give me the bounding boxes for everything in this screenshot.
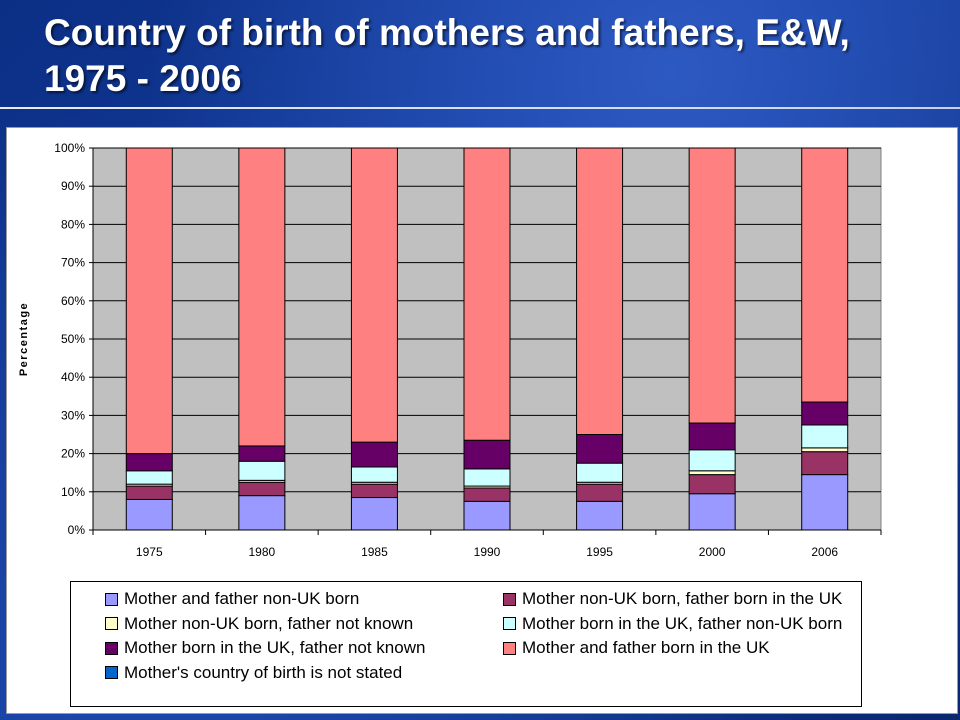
bar-segment-2006-series-2 — [801, 451, 849, 476]
bar-segment-2006-series-3 — [801, 447, 849, 453]
y-tick-label: 90% — [61, 179, 85, 193]
bar-segment-1990-series-1 — [463, 500, 511, 531]
legend-label: Mother non-UK born, father not known — [124, 613, 414, 633]
x-tick-label: 1980 — [249, 545, 276, 559]
x-tick-label: 1975 — [136, 545, 163, 559]
legend-swatch — [503, 617, 516, 630]
y-tick-label: 0% — [68, 523, 86, 537]
bar-segment-1980-series-6 — [238, 147, 286, 447]
bar-segment-1995-series-4 — [576, 462, 624, 483]
bar-segment-1990-series-4 — [463, 468, 511, 487]
bar-segment-1990-series-6 — [463, 147, 511, 441]
slide-title: Country of birth of mothers and fathers,… — [44, 12, 850, 99]
bar-segment-1985-series-2 — [350, 483, 398, 499]
y-tick-label: 50% — [61, 332, 85, 346]
bar-segment-2006-series-4 — [801, 424, 849, 449]
bar-segment-1995-series-6 — [576, 147, 624, 435]
bar-segment-2006-series-1 — [801, 474, 849, 531]
y-tick-label: 40% — [61, 370, 85, 384]
bar-segment-1995-series-2 — [576, 483, 624, 502]
x-tick-label: 2000 — [699, 545, 726, 559]
bar-segment-1975-series-6 — [125, 147, 173, 455]
y-tick-label: 60% — [61, 294, 85, 308]
title-divider — [0, 107, 960, 109]
legend-label: Mother's country of birth is not stated — [124, 662, 403, 682]
bar-segment-1975-series-4 — [125, 470, 173, 485]
legend-label: Mother born in the UK, father not known — [124, 638, 426, 657]
legend-label: Mother and father non-UK born — [124, 589, 360, 608]
legend-item-2: Mother non-UK born, father born in the U… — [503, 588, 842, 610]
bar-segment-1985-series-1 — [350, 497, 398, 531]
y-tick-label: 100% — [54, 141, 85, 155]
y-axis-label: Percentage — [18, 302, 30, 376]
legend-item-7: Mother's country of birth is not stated — [105, 662, 402, 684]
chart-legend: Mother and father non-UK born Mother non-… — [70, 581, 862, 707]
y-tick-label: 80% — [61, 217, 85, 231]
legend-swatch — [503, 592, 516, 606]
bar-segment-2000-series-6 — [688, 147, 736, 424]
bar-segment-1975-series-1 — [125, 498, 173, 531]
legend-swatch — [105, 592, 118, 606]
bar-segment-1995-series-1 — [576, 500, 624, 531]
x-tick-label: 2006 — [811, 545, 838, 559]
bar-segment-2000-series-1 — [688, 493, 736, 531]
bar-segment-1990-series-5 — [463, 439, 511, 470]
y-tick-label: 10% — [61, 485, 85, 499]
bar-segment-1980-series-4 — [238, 460, 286, 481]
legend-item-5: Mother born in the UK, father not known — [105, 637, 425, 659]
bar-segment-2000-series-3 — [688, 470, 736, 476]
bar-segment-2000-series-5 — [688, 422, 736, 451]
bar-segment-1975-series-2 — [125, 485, 173, 500]
x-tick-label: 1995 — [586, 545, 613, 559]
bar-segment-2000-series-2 — [688, 474, 736, 495]
legend-item-3: Mother non-UK born, father not known — [105, 613, 413, 635]
bar-segment-1985-series-5 — [350, 441, 398, 468]
y-tick-label: 70% — [61, 256, 85, 270]
bar-segment-1985-series-6 — [350, 147, 398, 443]
x-tick-label: 1990 — [474, 545, 501, 559]
legend-swatch — [503, 641, 516, 655]
legend-swatch — [105, 617, 118, 630]
legend-label: Mother non-UK born, father born in the U… — [522, 589, 843, 608]
bar-segment-2006-series-6 — [801, 147, 849, 403]
bar-segment-1995-series-5 — [576, 434, 624, 464]
y-tick-label: 20% — [61, 447, 85, 461]
stacked-bar-chart: 0% 10% 20% 30% 40% 50% 60% 70% 80% 90% 100% Percent… — [18, 141, 882, 559]
legend-item-1: Mother and father non-UK born — [105, 588, 359, 610]
bar-segment-2006-series-5 — [801, 401, 849, 426]
legend-label: Mother born in the UK, father non-UK bor… — [522, 613, 843, 633]
legend-item-6: Mother and father born in the UK — [503, 637, 770, 659]
legend-item-4: Mother born in the UK, father non-UK bor… — [503, 613, 842, 635]
bar-segment-1990-series-2 — [463, 487, 511, 502]
bar-segment-1985-series-4 — [350, 466, 398, 483]
legend-swatch — [105, 641, 118, 655]
x-tick-label: 1985 — [361, 545, 388, 559]
chart-panel: 0% 10% 20% 30% 40% 50% 60% 70% 80% 90% 100% Percent… — [6, 127, 958, 714]
y-tick-label: 30% — [61, 408, 85, 422]
legend-label: Mother and father born in the UK — [522, 638, 770, 657]
bar-segment-1980-series-2 — [238, 481, 286, 497]
bar-segment-2000-series-4 — [688, 449, 736, 472]
legend-swatch — [105, 666, 118, 679]
bar-segment-1980-series-1 — [238, 495, 286, 531]
bar-segment-1975-series-5 — [125, 453, 173, 472]
bar-segment-1980-series-5 — [238, 445, 286, 462]
